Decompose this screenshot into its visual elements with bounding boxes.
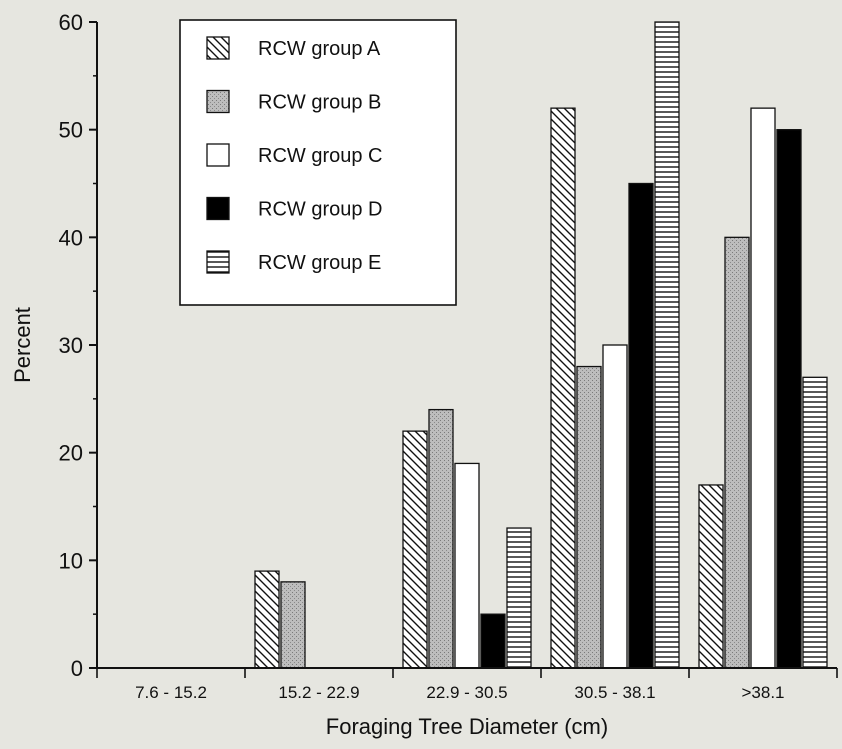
y-tick-label: 60 [59, 10, 83, 35]
legend-label: RCW group E [258, 252, 381, 274]
legend-label: RCW group B [258, 92, 381, 114]
bar [280, 581, 306, 669]
legend-label: RCW group A [258, 38, 381, 60]
x-tick-label: 22.9 - 30.5 [426, 683, 507, 702]
bar [254, 570, 280, 669]
bar [776, 129, 802, 669]
bars-layer [254, 21, 828, 669]
bar [550, 107, 576, 669]
y-tick-label: 10 [59, 548, 83, 573]
bar [428, 408, 454, 669]
bar [802, 376, 828, 669]
y-tick-label: 30 [59, 333, 83, 358]
bar [454, 462, 480, 669]
legend-swatch [206, 196, 230, 221]
legend-swatch [206, 143, 230, 167]
bar [654, 21, 680, 669]
y-tick-label: 0 [71, 656, 83, 681]
legend-swatch [206, 250, 230, 274]
bar [576, 365, 602, 669]
y-tick-label: 40 [59, 225, 83, 250]
x-tick-label: 15.2 - 22.9 [278, 683, 359, 702]
y-tick-label: 50 [59, 118, 83, 143]
bar [724, 236, 750, 669]
bar [750, 107, 776, 669]
bar [402, 430, 428, 669]
y-tick-label: 20 [59, 441, 83, 466]
y-ticks: 0 10 20 30 40 50 60 [59, 10, 97, 681]
x-tick-label: >38.1 [741, 683, 784, 702]
legend-swatch [206, 36, 230, 60]
bar [506, 527, 532, 669]
x-tick-label: 7.6 - 15.2 [135, 683, 207, 702]
legend-label: RCW group C [258, 145, 382, 167]
legend-label: RCW group D [258, 199, 382, 221]
bar [698, 484, 724, 669]
x-tick-label: 30.5 - 38.1 [574, 683, 655, 702]
bar [480, 613, 506, 669]
y-axis-title: Percent [10, 307, 35, 383]
bar [602, 344, 628, 669]
x-ticks: 7.6 - 15.2 15.2 - 22.9 22.9 - 30.5 30.5 - 3… [96, 668, 838, 702]
legend-swatch [206, 89, 230, 114]
x-axis-title: Foraging Tree Diameter (cm) [326, 714, 608, 739]
legend: RCW group A RCW group B RCW group C RCW gro… [179, 19, 457, 306]
bar [628, 182, 654, 669]
